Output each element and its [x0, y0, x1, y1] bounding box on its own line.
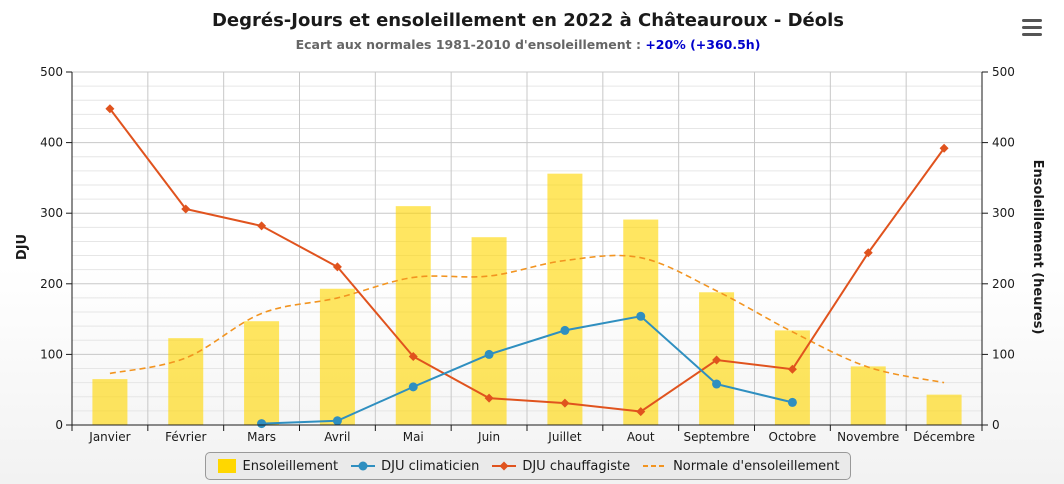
bar-ensoleillement[interactable] [623, 219, 659, 425]
bar-ensoleillement[interactable] [244, 321, 280, 425]
point-dju-climaticien[interactable] [332, 416, 342, 426]
axes: 0 100 200 300 400 500 0 100 200 300 400 500 Janvier F… [40, 65, 1015, 444]
x-tick-label: Juillet [547, 430, 582, 444]
line-normale-ensoleillement [109, 254, 945, 384]
y-right-tick-label: 100 [992, 347, 1015, 361]
x-tick-label: Septembre [684, 430, 750, 444]
y-right-tick-label: 200 [992, 277, 1015, 291]
legend-label: Normale d'ensoleillement [673, 458, 840, 474]
legend-line-diamond-icon [492, 461, 517, 471]
x-tick-label: Janvier [88, 430, 130, 444]
point-dju-climaticien[interactable] [712, 379, 722, 389]
legend-item-normale[interactable]: Normale d'ensoleillement [643, 459, 839, 474]
point-dju-chauffagiste[interactable] [105, 104, 115, 114]
point-dju-chauffagiste[interactable] [636, 407, 646, 417]
line-dju-climaticien [261, 315, 793, 425]
legend-item-dju-chauffagiste[interactable]: DJU chauffagiste [492, 459, 630, 474]
bars-layer [92, 173, 962, 425]
y-axis-left-title: DJU [15, 234, 30, 260]
point-dju-chauffagiste[interactable] [181, 204, 191, 214]
x-tick-label: Novembre [837, 430, 899, 444]
x-tick-label: Mai [403, 430, 424, 444]
grid [72, 71, 982, 425]
legend-bar-swatch-icon [217, 459, 236, 473]
point-dju-climaticien[interactable] [560, 325, 570, 335]
x-tick-label: Aout [627, 430, 655, 444]
point-dju-chauffagiste[interactable] [560, 398, 570, 408]
subtitle-value: +20% (+360.5h) [645, 37, 761, 52]
point-dju-climaticien[interactable] [636, 311, 646, 321]
y-right-tick-label: 500 [992, 65, 1015, 79]
chart-subtitle: Ecart aux normales 1981-2010 d'ensoleill… [0, 37, 1056, 52]
legend-label: DJU climaticien [381, 458, 480, 474]
point-dju-climaticien[interactable] [484, 349, 494, 359]
legend-dashed-line-icon [643, 465, 668, 467]
point-dju-chauffagiste[interactable] [257, 221, 267, 231]
y-left-tick-label: 100 [40, 347, 63, 361]
x-tick-label: Décembre [913, 430, 975, 444]
hamburger-menu-icon[interactable] [1014, 12, 1050, 44]
point-dju-chauffagiste[interactable] [484, 393, 494, 403]
y-axis-right-title: Ensoleillement (heures) [1030, 160, 1045, 335]
point-dju-climaticien[interactable] [408, 382, 418, 392]
legend: Ensoleillement DJU climaticien DJU chauf… [205, 452, 851, 480]
point-dju-chauffagiste[interactable] [863, 248, 873, 258]
lines-layer [105, 104, 949, 429]
point-dju-chauffagiste[interactable] [712, 355, 722, 365]
y-right-tick-label: 400 [992, 136, 1015, 150]
x-tick-label: Février [165, 430, 206, 444]
bar-ensoleillement[interactable] [92, 379, 128, 425]
point-dju-chauffagiste[interactable] [408, 352, 418, 362]
y-right-tick-label: 0 [992, 418, 1000, 432]
y-right-tick-label: 300 [992, 206, 1015, 220]
point-dju-chauffagiste[interactable] [787, 364, 797, 374]
point-dju-climaticien[interactable] [257, 419, 267, 429]
x-tick-label: Avril [324, 430, 350, 444]
x-tick-label: Octobre [769, 430, 817, 444]
legend-line-circle-icon [351, 461, 376, 471]
legend-label: Ensoleillement [242, 458, 339, 474]
x-tick-label: Mars [247, 430, 276, 444]
bar-ensoleillement[interactable] [319, 288, 355, 425]
y-left-tick-label: 200 [40, 277, 63, 291]
bar-ensoleillement[interactable] [926, 394, 962, 425]
subtitle-prefix: Ecart aux normales 1981-2010 d'ensoleill… [295, 37, 646, 52]
y-left-tick-label: 300 [40, 206, 63, 220]
bar-ensoleillement[interactable] [850, 366, 886, 425]
legend-label: DJU chauffagiste [522, 458, 631, 474]
y-left-tick-label: 0 [55, 418, 63, 432]
line-dju-chauffagiste [109, 108, 945, 413]
bar-ensoleillement[interactable] [774, 330, 810, 425]
legend-item-dju-climaticien[interactable]: DJU climaticien [351, 459, 479, 474]
y-left-tick-label: 500 [40, 65, 63, 79]
point-dju-climaticien[interactable] [787, 397, 797, 407]
bar-ensoleillement[interactable] [547, 173, 583, 425]
point-dju-chauffagiste[interactable] [332, 262, 342, 272]
point-dju-chauffagiste[interactable] [939, 143, 949, 153]
x-tick-label: Juin [477, 430, 500, 444]
chart-title: Degrés-Jours et ensoleillement en 2022 à… [211, 10, 845, 31]
legend-item-sunshine[interactable]: Ensoleillement [217, 458, 339, 474]
y-left-tick-label: 400 [40, 136, 63, 150]
